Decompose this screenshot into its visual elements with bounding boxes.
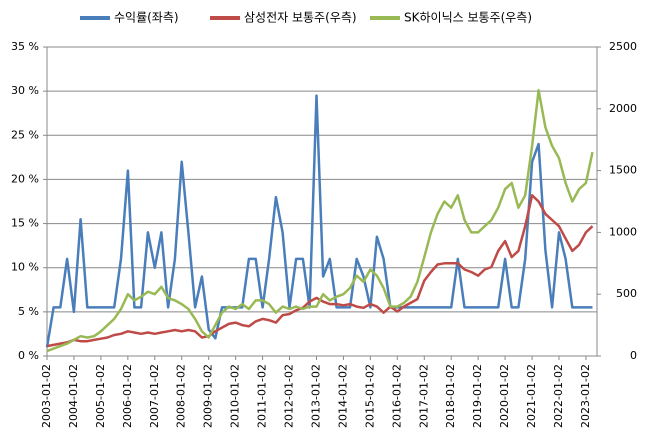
- x-tick-label: 2015-01-02: [363, 364, 376, 428]
- x-tick-label: 2022-01-02: [552, 364, 565, 428]
- x-tick-label: 2008-01-02: [175, 364, 188, 428]
- y-tick-label: 15 %: [11, 217, 39, 230]
- plot-border: [46, 46, 598, 357]
- x-tick-label: 2005-01-02: [94, 364, 107, 428]
- x-tick-label: 2019-01-02: [471, 364, 484, 428]
- y2-tick-label: 1500: [609, 164, 637, 177]
- x-tick-label: 2021-01-02: [525, 364, 538, 428]
- x-tick-label: 2012-01-02: [283, 364, 296, 428]
- y-tick-label: 5 %: [18, 305, 39, 318]
- x-tick-label: 2016-01-02: [390, 364, 403, 428]
- x-tick-label: 2006-01-02: [121, 364, 134, 428]
- legend-label: SK하이닉스 보통주(우측): [404, 11, 532, 25]
- x-tick-label: 2003-01-02: [40, 364, 53, 428]
- series-line: [46, 89, 594, 353]
- x-tick-label: 2023-01-02: [579, 364, 592, 428]
- series-line: [45, 94, 593, 348]
- y2-tick-label: 500: [616, 287, 637, 300]
- x-tick-label: 2010-01-02: [229, 364, 242, 428]
- y-tick-label: 10 %: [11, 261, 39, 274]
- legend-item: 수익률(좌측): [80, 11, 179, 25]
- x-tick-label: 2011-01-02: [256, 364, 269, 428]
- x-tick-label: 2007-01-02: [148, 364, 161, 428]
- legend-item: 삼성전자 보통주(우측): [210, 11, 357, 25]
- y-tick-label: 0 %: [18, 349, 39, 362]
- x-tick-label: 2013-01-02: [310, 364, 323, 428]
- y2-tick-label: 1000: [609, 225, 637, 238]
- y-tick-label: 35 %: [11, 40, 39, 53]
- y2-tick-label: 2500: [609, 40, 637, 53]
- x-tick-label: 2020-01-02: [498, 364, 511, 428]
- x-tick-label: 2017-01-02: [417, 364, 430, 428]
- x-tick-label: 2009-01-02: [202, 364, 215, 428]
- legend-item: SK하이닉스 보통주(우측): [370, 11, 532, 25]
- y2-tick-label: 2000: [609, 102, 637, 115]
- x-tick-label: 2018-01-02: [444, 364, 457, 428]
- y-tick-label: 30 %: [11, 84, 39, 97]
- legend-label: 수익률(좌측): [114, 11, 179, 25]
- legend-label: 삼성전자 보통주(우측): [244, 11, 357, 25]
- x-tick-label: 2004-01-02: [67, 364, 80, 428]
- y-tick-label: 20 %: [11, 172, 39, 185]
- x-tick-label: 2014-01-02: [336, 364, 349, 428]
- y2-tick-label: 0: [630, 349, 637, 362]
- y-tick-label: 25 %: [11, 128, 39, 141]
